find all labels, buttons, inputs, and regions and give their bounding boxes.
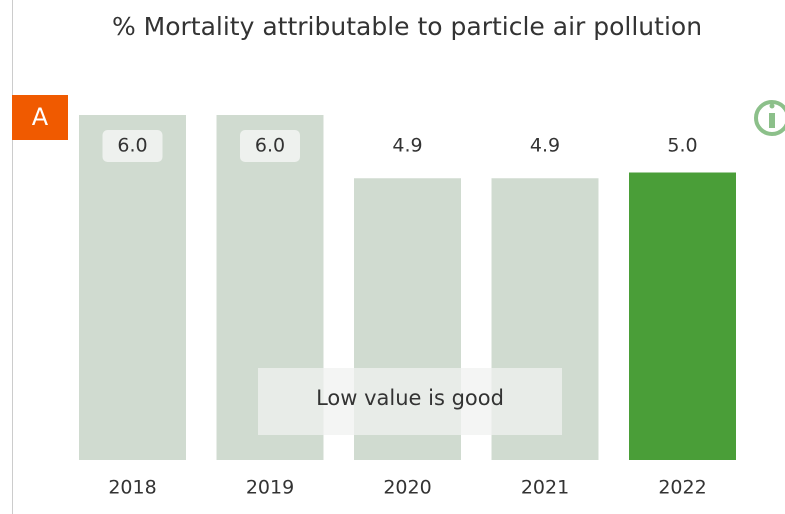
chart-title: % Mortality attributable to particle air… [112, 12, 702, 41]
value-label: 6.0 [117, 135, 147, 157]
annotation: Low value is good [316, 386, 504, 410]
x-tick-label: 2019 [246, 477, 294, 499]
x-tick-label: 2022 [658, 477, 706, 499]
x-tick-label: 2021 [521, 477, 569, 499]
value-label-bg [240, 130, 300, 162]
value-label: 4.9 [392, 135, 422, 157]
badge-bg [12, 95, 68, 140]
badge: A [32, 103, 49, 131]
value-label: 5.0 [667, 135, 697, 157]
value-label: 6.0 [255, 135, 285, 157]
bar [79, 115, 186, 460]
annotation-box [258, 368, 562, 435]
bar [629, 172, 736, 460]
value-label-bg [102, 130, 163, 162]
x-tick-label: 2020 [383, 477, 431, 499]
value-label: 4.9 [530, 135, 560, 157]
info-icon[interactable] [754, 100, 785, 136]
x-tick-label: 2018 [108, 477, 156, 499]
